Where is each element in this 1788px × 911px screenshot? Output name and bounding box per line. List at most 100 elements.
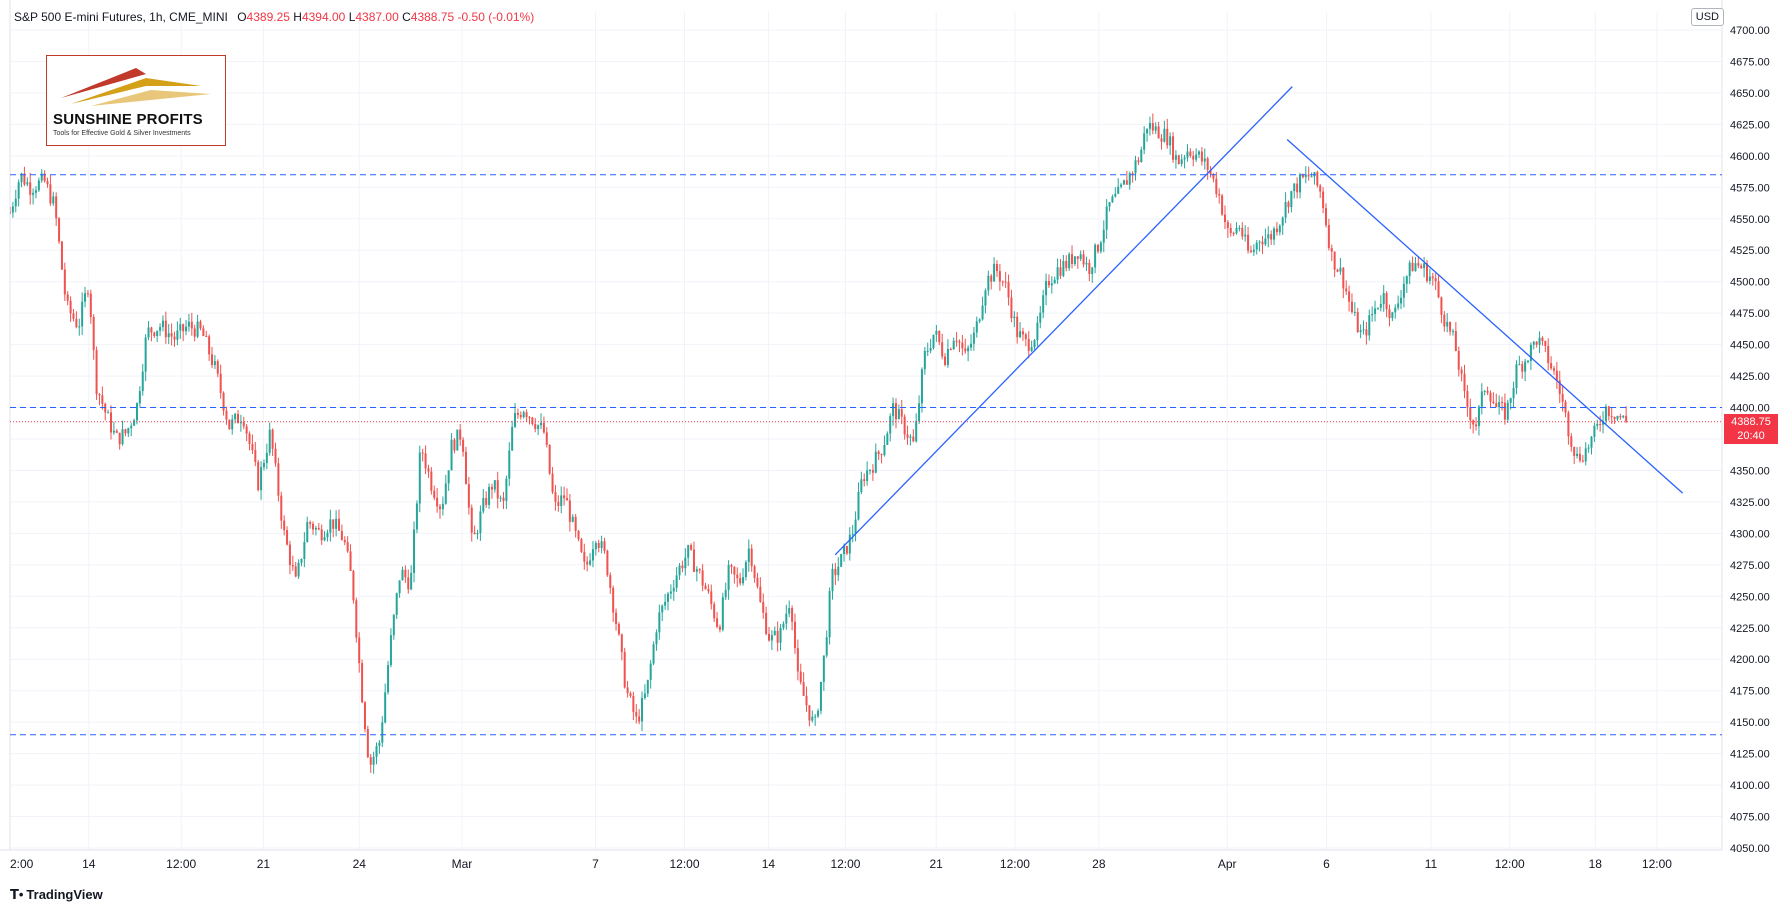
candle-body (260, 467, 263, 491)
candle-body (34, 190, 37, 193)
candle-body (522, 412, 525, 418)
candle-body (681, 565, 684, 569)
candle-body (1111, 196, 1114, 203)
candle-body (291, 564, 294, 567)
candle-body (415, 503, 418, 530)
candle-body (929, 347, 932, 351)
candle-body (1088, 262, 1091, 275)
candle-body (1096, 244, 1100, 252)
candle-body (938, 330, 941, 343)
candle-body (822, 655, 825, 682)
candle-body (626, 687, 629, 694)
candle-body (563, 495, 566, 499)
candle-body (869, 470, 872, 472)
candle-body (935, 330, 938, 335)
candle-body (1388, 309, 1391, 319)
currency-button[interactable]: USD (1690, 8, 1724, 26)
candle-body (170, 333, 173, 337)
candle-body (1625, 415, 1628, 422)
candle-body (1319, 185, 1322, 192)
candle-body (363, 702, 366, 730)
candle-body (329, 519, 332, 533)
candle-body (1492, 401, 1495, 404)
candle-body (1232, 232, 1235, 234)
candle-body (721, 597, 724, 630)
tradingview-watermark[interactable]: 𝗧• TradingView (10, 887, 103, 902)
candle-body (1307, 174, 1310, 177)
candle-body (545, 432, 548, 445)
candle-body (912, 436, 915, 442)
candle-body (819, 681, 822, 711)
candle-body (499, 497, 502, 499)
candle-body (779, 627, 782, 643)
candle-body (323, 537, 326, 541)
candle-body (63, 269, 66, 295)
candle-body (1475, 424, 1478, 427)
candle-body (814, 716, 817, 718)
candle-body (55, 196, 58, 219)
candle-body (144, 337, 147, 372)
candle-body (493, 480, 496, 490)
candle-body (1353, 311, 1356, 313)
candle-body (216, 361, 219, 374)
candle-body (161, 320, 164, 328)
candle-body (1047, 281, 1050, 286)
candle-body (1440, 297, 1443, 315)
candle-body (185, 326, 188, 332)
candle-body (684, 557, 687, 569)
candle-body (1206, 158, 1209, 170)
candle-body (652, 644, 655, 664)
candle-body (1573, 446, 1576, 456)
candle-body (1117, 186, 1120, 194)
candle-body (1045, 281, 1048, 296)
candle-body (669, 591, 672, 594)
candle-body (1275, 228, 1278, 233)
candle-body (1105, 206, 1108, 230)
candle-body (594, 542, 597, 550)
last-price-value: 4388.75 (1731, 415, 1771, 428)
candle-body (1016, 316, 1019, 338)
candle-body (314, 528, 317, 530)
y-tick-label: 4250.00 (1730, 591, 1770, 603)
logo-name: SUNSHINE PROFITS (53, 111, 203, 128)
candle-body (1004, 281, 1007, 283)
y-tick-label: 4675.00 (1730, 56, 1770, 68)
candle-body (1125, 180, 1128, 185)
candle-body (1400, 297, 1403, 304)
candle-body (199, 321, 202, 329)
candle-body (467, 484, 470, 508)
candle-body (1529, 344, 1532, 361)
candle-body (156, 330, 159, 337)
candle-body (66, 294, 69, 301)
candle-body (1359, 330, 1362, 333)
candle-body (1584, 448, 1587, 462)
candle-body (1301, 174, 1304, 178)
candle-body (828, 591, 831, 638)
candle-body (343, 539, 346, 543)
candle-body (909, 436, 912, 438)
candle-body (1076, 256, 1079, 259)
candle-body (854, 519, 857, 534)
candle-body (1186, 151, 1189, 158)
candle-body (1512, 387, 1515, 399)
candle-body (109, 412, 113, 433)
candle-body (1561, 394, 1564, 402)
candle-body (877, 451, 880, 455)
candle-body (739, 578, 742, 584)
candle-body (231, 419, 234, 430)
candle-body (1131, 173, 1134, 175)
candle-body (551, 473, 554, 493)
candle-body (107, 412, 110, 414)
x-tick-label: 7 (592, 857, 599, 871)
candle-body (643, 693, 646, 698)
candle-body (1099, 242, 1102, 252)
candle-body (918, 403, 921, 422)
candle-body (666, 593, 670, 602)
candle-body (1324, 208, 1327, 226)
candle-body (1304, 174, 1307, 178)
candle-body (1212, 173, 1215, 179)
candle-body (1524, 361, 1527, 372)
candle-body (718, 626, 721, 630)
candle-body (1434, 278, 1437, 282)
